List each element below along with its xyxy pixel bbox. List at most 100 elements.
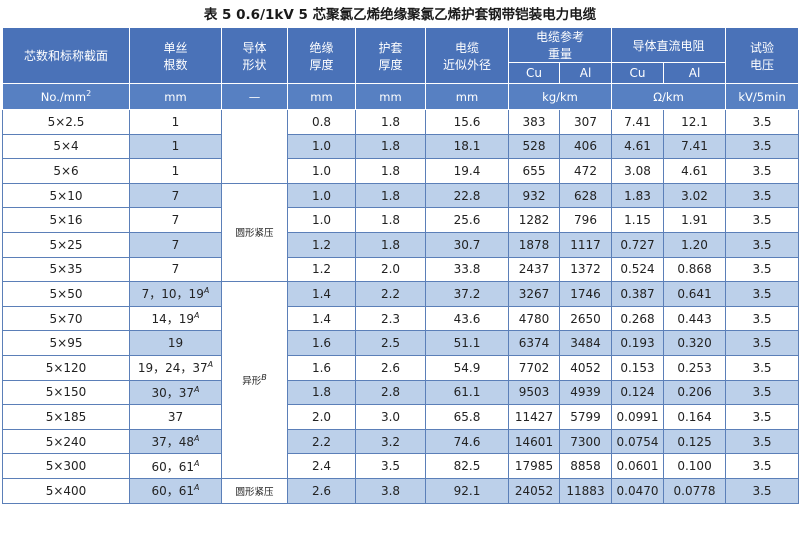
cell-voltage: 3.5 [725, 477, 800, 504]
cell-size: 5×95 [2, 330, 130, 356]
header-diameter: 电缆 近似外径 [425, 27, 509, 84]
cell-insulation: 1.6 [287, 354, 356, 381]
header-resistance-cu: Cu [611, 62, 665, 84]
cable-spec-table: 芯数和标称截面 单丝 根数 导体 形状 绝缘 厚度 护套 厚度 电缆 近似外径 电缆参考重… [2, 27, 800, 504]
cell-size: 5×300 [2, 453, 130, 479]
table-row: 5×4 1 1.0 1.8 18.1 528 406 4.61 7.41 3.5 [2, 133, 800, 160]
cell-size: 5×10 [2, 182, 130, 209]
header-sheath: 护套 厚度 [355, 27, 426, 84]
cell-voltage: 3.5 [725, 404, 800, 430]
cell-insulation: 1.6 [287, 330, 356, 356]
cell-resistance-cu: 0.153 [611, 354, 665, 381]
table-row: 5×2.5 1 0.8 1.8 15.6 383 307 7.41 12.1 3.5 [2, 109, 800, 184]
cell-voltage: 3.5 [725, 330, 800, 356]
cell-weight-al: 1372 [558, 256, 613, 283]
cell-sheath: 1.8 [355, 109, 426, 135]
cell-size: 5×70 [2, 305, 130, 332]
cell-resistance-cu: 0.268 [611, 305, 665, 332]
unit-insulation: mm [287, 83, 356, 110]
cell-weight-cu: 383 [508, 109, 560, 135]
table-row: 5×400 60，61A 圆形紧压 2.6 3.8 92.1 24052 11883 0.047… [2, 477, 800, 504]
cell-insulation: 1.8 [287, 379, 356, 406]
cell-voltage: 3.5 [725, 281, 800, 307]
cell-diameter: 61.1 [425, 379, 509, 406]
cell-weight-al: 11883 [558, 477, 613, 504]
cell-sheath: 1.8 [355, 133, 426, 160]
table-title: 表 5 0.6/1kV 5 芯聚氯乙烯绝缘聚氯乙烯护套钢带铠装电力电缆 [203, 7, 597, 23]
cell-wires: 37 [129, 404, 222, 430]
cell-diameter: 18.1 [425, 133, 509, 160]
cell-size: 5×25 [2, 231, 130, 258]
cell-resistance-cu: 0.387 [611, 281, 665, 307]
cell-sheath: 2.6 [355, 354, 426, 381]
cell-sheath: 3.5 [355, 453, 426, 479]
cell-size: 5×50 [2, 281, 130, 307]
cell-resistance-al: 0.0778 [663, 477, 727, 504]
cell-resistance-al: 0.868 [663, 256, 727, 283]
cell-sheath: 3.2 [355, 428, 426, 455]
cell-weight-al: 628 [558, 182, 613, 209]
cell-diameter: 82.5 [425, 453, 509, 479]
table-row: 5×300 60，61A 2.4 3.5 82.5 17985 8858 0.0601 0.10… [2, 453, 800, 479]
cell-size: 5×4 [2, 133, 130, 160]
cell-wires: 7 [129, 182, 222, 209]
cell-wires: 60，61A [129, 453, 222, 479]
cell-weight-cu: 7702 [508, 354, 560, 381]
cell-size: 5×2.5 [2, 109, 130, 135]
cell-weight-al: 4052 [558, 354, 613, 381]
cell-sheath: 1.8 [355, 231, 426, 258]
cell-diameter: 33.8 [425, 256, 509, 283]
cell-size: 5×150 [2, 379, 130, 406]
cell-resistance-cu: 0.727 [611, 231, 665, 258]
cell-diameter: 65.8 [425, 404, 509, 430]
unit-wire-count: mm [129, 83, 222, 110]
cell-diameter: 22.8 [425, 182, 509, 209]
cell-wires: 14，19A [129, 305, 222, 332]
cell-wires: 7，10，19A [129, 281, 222, 307]
cell-wires: 7 [129, 207, 222, 233]
cell-resistance-cu: 0.193 [611, 330, 665, 356]
cell-size: 5×400 [2, 477, 130, 504]
cell-sheath: 2.2 [355, 281, 426, 307]
unit-resistance: Ω/km [611, 83, 727, 110]
cell-shape: 异形B [221, 281, 288, 479]
cell-voltage: 3.5 [725, 207, 800, 233]
cell-resistance-al: 0.100 [663, 453, 727, 479]
header-resistance: 导体直流电阻 [611, 27, 727, 63]
cell-resistance-al: 4.61 [663, 158, 727, 184]
cell-sheath: 2.3 [355, 305, 426, 332]
cell-resistance-cu: 1.83 [611, 182, 665, 209]
cell-weight-al: 1117 [558, 231, 613, 258]
cell-diameter: 37.2 [425, 281, 509, 307]
cell-size: 5×240 [2, 428, 130, 455]
header-conductor-shape: 导体 形状 [221, 27, 288, 84]
unit-sheath: mm [355, 83, 426, 110]
table-row: 5×50 7，10，19A 异形B 1.4 2.2 37.2 3267 1746 0.387 0.… [2, 281, 800, 479]
cell-voltage: 3.5 [725, 428, 800, 455]
header-weight: 电缆参考 重量 [507, 27, 613, 63]
table-row: 5×240 37，48A 2.2 3.2 74.6 14601 7300 0.0754 0.12… [2, 428, 800, 455]
cell-resistance-cu: 4.61 [611, 133, 665, 160]
cell-wires: 1 [129, 158, 222, 184]
table-row: 5×185 37 2.0 3.0 65.8 11427 5799 0.0991 0.164 3.5 [2, 404, 800, 430]
cell-voltage: 3.5 [725, 305, 800, 332]
cell-sheath: 1.8 [355, 182, 426, 209]
cell-shape-empty [221, 109, 288, 184]
cell-wires: 1 [129, 133, 222, 160]
cell-insulation: 1.0 [287, 158, 356, 184]
cell-diameter: 54.9 [425, 354, 509, 381]
header-weight-al: Al [558, 62, 613, 84]
unit-diameter: mm [425, 83, 509, 110]
table-row: 5×95 19 1.6 2.5 51.1 6374 3484 0.193 0.320 3.5 [2, 330, 800, 356]
table-row: 5×6 1 1.0 1.8 19.4 655 472 3.08 4.61 3.5 [2, 158, 800, 184]
cell-weight-cu: 24052 [508, 477, 560, 504]
cell-weight-al: 1746 [558, 281, 613, 307]
header-weight-cu: Cu [508, 62, 560, 84]
table-row: 5×10 7 圆形紧压 1.0 1.8 22.8 932 628 1.83 3.02 3.5 [2, 182, 800, 283]
unit-voltage: kV/5min [725, 83, 800, 110]
cell-resistance-cu: 0.0991 [611, 404, 665, 430]
cell-insulation: 2.6 [287, 477, 356, 504]
cell-wires: 37，48A [129, 428, 222, 455]
cell-wires: 7 [129, 256, 222, 283]
cell-shape: 圆形紧压 [221, 477, 288, 504]
